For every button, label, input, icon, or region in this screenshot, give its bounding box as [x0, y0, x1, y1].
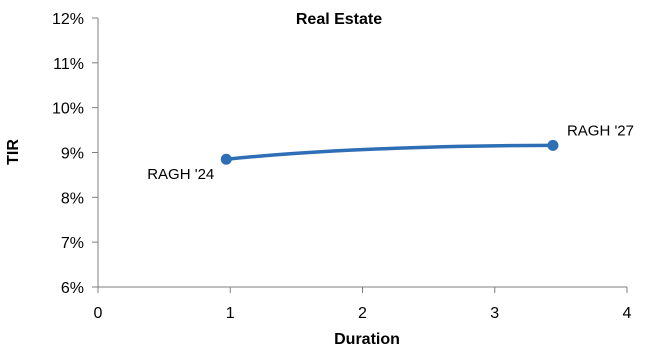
data-label: RAGH '24: [147, 166, 214, 183]
plot-area: RAGH '24 RAGH '27: [147, 122, 634, 183]
y-tick-label: 10%: [52, 101, 84, 118]
x-tick-label: 1: [226, 305, 235, 322]
y-tick-label: 12%: [52, 11, 84, 28]
y-ticks: 6% 7% 8% 9% 10% 11% 12%: [52, 11, 98, 297]
chart-title: Real Estate: [296, 11, 382, 28]
series-line: [224, 143, 555, 161]
y-tick-label: 9%: [61, 146, 84, 163]
y-tick-label: 8%: [61, 190, 84, 207]
x-tick-label: 0: [94, 305, 103, 322]
y-axis-title: TIR: [5, 139, 22, 165]
x-tick-label: 3: [490, 305, 499, 322]
y-tick-label: 6%: [61, 280, 84, 297]
x-tick-label: 2: [358, 305, 367, 322]
x-ticks: 0 1 2 3 4: [94, 287, 632, 322]
data-point: [547, 139, 559, 151]
data-label: RAGH '27: [567, 122, 634, 139]
x-axis-title: Duration: [334, 331, 400, 348]
y-tick-label: 7%: [61, 235, 84, 252]
y-tick-label: 11%: [53, 56, 84, 73]
data-point: [220, 153, 232, 165]
x-tick-label: 4: [623, 305, 632, 322]
